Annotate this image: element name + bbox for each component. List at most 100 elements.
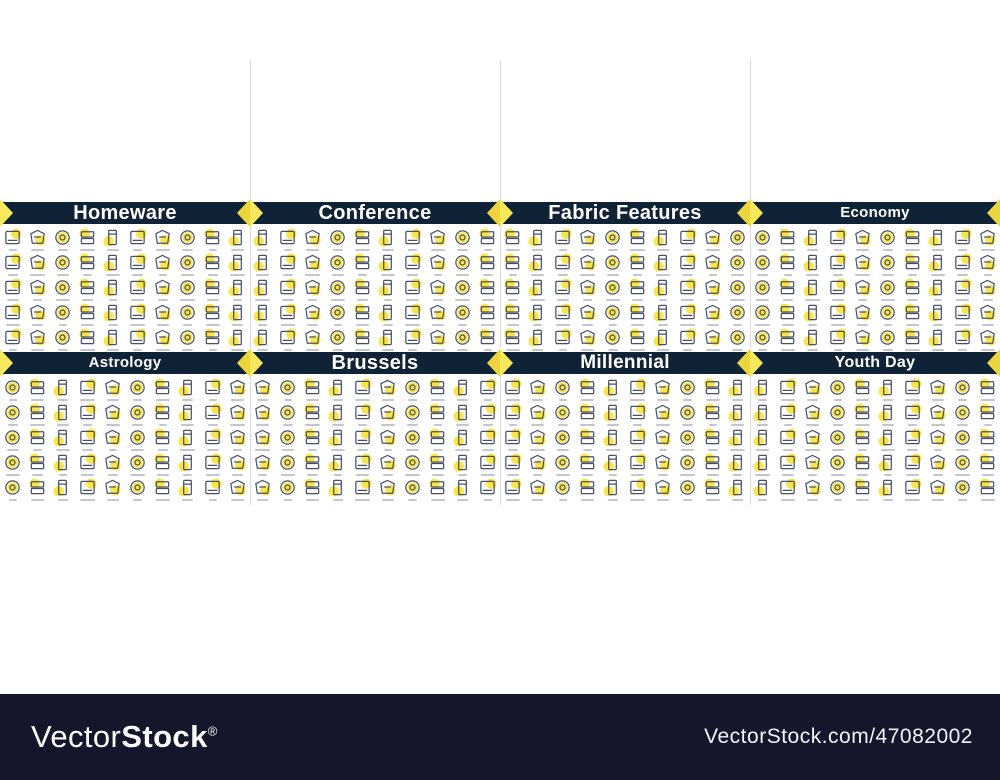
- icon-caption-placeholder: [131, 449, 144, 451]
- generic-line-icon: [304, 478, 320, 495]
- generic-line-icon: [430, 229, 446, 246]
- icon-cell: [725, 377, 750, 402]
- icon-cell: [700, 302, 725, 327]
- generic-line-icon: [705, 229, 721, 246]
- icon-caption-placeholder: [57, 249, 68, 251]
- icon-cell: [250, 477, 275, 502]
- icon-cell: [875, 277, 900, 302]
- icon-caption-placeholder: [981, 474, 994, 476]
- icon-caption-placeholder: [155, 249, 170, 251]
- icon-cell: [125, 302, 150, 327]
- icon-caption-placeholder: [932, 324, 943, 326]
- icon-caption-placeholder: [458, 474, 467, 476]
- icon-cell: [600, 327, 625, 352]
- icon-cell: [250, 327, 275, 352]
- generic-line-icon: [154, 478, 170, 495]
- icon-cell: [625, 327, 650, 352]
- icon-caption-placeholder: [683, 499, 692, 501]
- icon-caption-placeholder: [556, 449, 569, 451]
- icon-cell: [250, 277, 275, 302]
- icon-cell: [800, 452, 825, 477]
- generic-line-icon: [178, 429, 192, 447]
- icon-caption-placeholder: [607, 499, 618, 501]
- generic-line-icon: [455, 230, 470, 245]
- icon-caption-placeholder: [307, 474, 318, 476]
- icon-caption-placeholder: [708, 274, 717, 276]
- generic-line-icon: [228, 329, 242, 347]
- generic-line-icon: [905, 428, 922, 445]
- pack-title: Millennial: [580, 352, 670, 373]
- icon-caption-placeholder: [231, 249, 244, 251]
- icon-caption-placeholder: [108, 299, 117, 301]
- generic-line-icon: [230, 379, 246, 396]
- generic-line-icon: [430, 304, 446, 321]
- icon-cell: [350, 302, 375, 327]
- icon-caption-placeholder: [281, 449, 294, 451]
- icon-caption-placeholder: [758, 399, 767, 401]
- generic-line-icon: [653, 279, 667, 297]
- generic-line-icon: [280, 455, 295, 470]
- icon-cell: [350, 377, 375, 402]
- icon-caption-placeholder: [480, 324, 495, 326]
- diamond-separator-icon: [987, 349, 1000, 377]
- icon-cell: [125, 327, 150, 352]
- generic-line-icon: [979, 478, 995, 495]
- icon-caption-placeholder: [308, 449, 317, 451]
- icon-caption-placeholder: [908, 274, 917, 276]
- icon-cell: [250, 427, 275, 452]
- icon-cell: [800, 252, 825, 277]
- icon-caption-placeholder: [433, 424, 442, 426]
- generic-line-icon: [105, 404, 121, 421]
- icon-caption-placeholder: [108, 449, 117, 451]
- icon-cell: [75, 477, 100, 502]
- icon-cell: [950, 477, 975, 502]
- icon-cell: [925, 227, 950, 252]
- icon-caption-placeholder: [358, 274, 367, 276]
- icon-cell: [775, 302, 800, 327]
- icon-cell: [550, 252, 575, 277]
- icon-cell: [425, 327, 450, 352]
- icon-cell: [325, 227, 350, 252]
- icon-cell: [500, 452, 525, 477]
- icon-caption-placeholder: [6, 299, 19, 301]
- icon-caption-placeholder: [833, 499, 842, 501]
- icon-caption-placeholder: [205, 324, 220, 326]
- icon-caption-placeholder: [56, 424, 69, 426]
- generic-line-icon: [878, 379, 892, 397]
- generic-line-icon: [955, 380, 970, 395]
- icon-cell: [75, 377, 100, 402]
- icon-cell: [175, 327, 200, 352]
- icon-caption-placeholder: [230, 424, 245, 426]
- icon-caption-placeholder: [182, 399, 193, 401]
- icon-caption-placeholder: [107, 474, 118, 476]
- icon-caption-placeholder: [483, 249, 492, 251]
- icon-cell: [125, 277, 150, 302]
- icon-caption-placeholder: [8, 399, 17, 401]
- icon-caption-placeholder: [858, 449, 867, 451]
- icon-caption-placeholder: [230, 274, 245, 276]
- icon-cell: [225, 302, 250, 327]
- icon-caption-placeholder: [107, 324, 118, 326]
- icon-caption-placeholder: [183, 474, 192, 476]
- icon-caption-placeholder: [807, 399, 818, 401]
- icon-caption-placeholder: [430, 499, 445, 501]
- generic-line-icon: [930, 479, 946, 496]
- icon-caption-placeholder: [980, 249, 995, 251]
- icon-cell: [900, 327, 925, 352]
- icon-caption-placeholder: [81, 324, 94, 326]
- generic-line-icon: [728, 404, 742, 422]
- icon-cell: [975, 452, 1000, 477]
- icon-caption-placeholder: [383, 449, 392, 451]
- generic-line-icon: [455, 280, 470, 295]
- icon-grid: [0, 227, 250, 352]
- icon-cell: [475, 377, 500, 402]
- icon-cell: [675, 277, 700, 302]
- generic-line-icon: [505, 378, 522, 395]
- generic-line-icon: [753, 454, 767, 472]
- generic-line-icon: [555, 253, 572, 270]
- icon-caption-placeholder: [981, 324, 994, 326]
- generic-line-icon: [103, 254, 117, 272]
- icon-cell: [0, 277, 25, 302]
- icon-cell: [250, 452, 275, 477]
- icon-caption-placeholder: [331, 274, 344, 276]
